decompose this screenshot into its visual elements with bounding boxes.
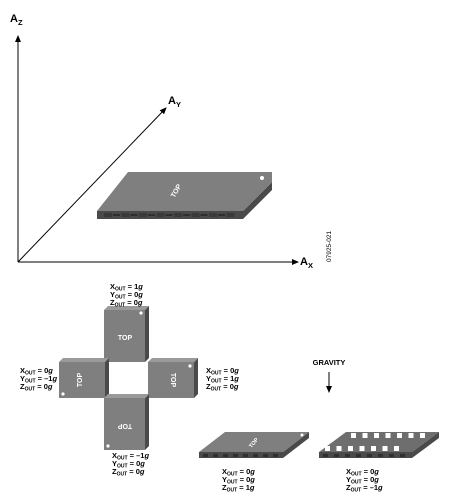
pad	[156, 213, 165, 217]
pad	[367, 454, 372, 457]
reading-y: YOUT = 0g	[346, 475, 379, 486]
pad	[213, 454, 218, 457]
reading-x: XOUT = 0g	[222, 467, 255, 478]
main-chip: TOP	[97, 172, 272, 219]
pad	[325, 446, 330, 451]
chip-left-orientation: TOP	[59, 358, 109, 398]
y-axis-label: AY	[168, 95, 181, 109]
chip-bottom-orientation: TOP	[104, 394, 149, 450]
pad	[253, 454, 258, 457]
reading-y: YOUT = 1g	[206, 374, 239, 385]
reading-z: ZOUT = –1g	[346, 483, 383, 494]
pad	[374, 433, 379, 438]
reading-z: ZOUT = 0g	[112, 467, 145, 478]
gravity-indicator: GRAVITY	[313, 358, 346, 393]
reading-y: YOUT = 0g	[110, 290, 143, 301]
pad	[371, 446, 376, 451]
chip-right-label: TOP	[169, 373, 176, 388]
pad-gap	[148, 214, 155, 216]
pad	[121, 213, 130, 217]
pad	[139, 213, 147, 217]
pad	[356, 454, 361, 457]
reading-y: YOUT = 0g	[222, 475, 255, 486]
gravity-label: GRAVITY	[313, 358, 346, 367]
pad	[420, 433, 425, 438]
pad	[394, 446, 399, 451]
y-axis-line	[17, 107, 167, 263]
pad	[209, 213, 217, 217]
pad	[203, 454, 208, 457]
pad	[400, 454, 405, 457]
pad	[334, 454, 339, 457]
x-axis-label: AX	[300, 256, 313, 270]
chip-top-orientation: TOP	[104, 306, 149, 362]
reading-y: YOUT = 0g	[112, 459, 145, 470]
pad-gap	[200, 214, 208, 216]
axis-system: AZ AY AX 07925-021	[10, 13, 333, 270]
pad	[382, 446, 388, 451]
reading-x: XOUT = 0g	[346, 467, 379, 478]
flat-up-pads	[203, 454, 278, 457]
pad	[362, 433, 368, 438]
reading-x: XOUT = –1g	[112, 451, 149, 462]
pad	[191, 213, 200, 217]
chip-left-label: TOP	[77, 373, 84, 388]
pad	[408, 433, 414, 438]
pad	[233, 454, 238, 457]
reading-x: XOUT = 0g	[20, 366, 53, 377]
pin1-dot	[260, 176, 264, 180]
pad	[378, 454, 383, 457]
reading-y: YOUT = –1g	[20, 374, 57, 385]
pad	[263, 454, 268, 457]
pad	[351, 433, 356, 438]
reading-z: ZOUT = 0g	[110, 298, 143, 309]
flat-chip-face-down	[319, 432, 439, 458]
reading-z: ZOUT = 0g	[20, 382, 53, 393]
pad-gap	[130, 214, 138, 216]
reading-x: XOUT = 1g	[110, 282, 143, 293]
chip-right-orientation: TOP	[148, 358, 198, 398]
orientation-cross: TOP TOP TOP TOP	[59, 306, 198, 450]
pad	[104, 213, 112, 217]
chip-bottom-label: TOP	[118, 422, 133, 429]
pad	[359, 446, 365, 451]
pad	[174, 213, 182, 217]
pad	[345, 454, 350, 457]
pad	[243, 454, 248, 457]
chip-top-label: TOP	[118, 335, 133, 342]
pad	[336, 446, 342, 451]
main-chip-top	[97, 172, 272, 211]
pad-gap	[113, 214, 120, 216]
pad	[323, 454, 328, 457]
pad	[226, 213, 235, 217]
pad-gap	[165, 214, 173, 216]
flat-chip-face-up: TOP	[199, 432, 309, 458]
z-axis-label: AZ	[10, 13, 23, 27]
reading-z: ZOUT = 1g	[222, 483, 255, 494]
pad	[273, 454, 278, 457]
pad	[385, 433, 391, 438]
reading-x: XOUT = 0g	[206, 366, 239, 377]
reading-z: ZOUT = 0g	[206, 382, 239, 393]
pad	[223, 454, 228, 457]
pad-gap	[218, 214, 225, 216]
pad-gap	[183, 214, 190, 216]
flat-down-pads	[323, 433, 425, 457]
pad	[397, 433, 402, 438]
main-chip-pads	[104, 213, 235, 217]
pad	[389, 454, 394, 457]
pad	[348, 446, 353, 451]
figure-id: 07925-021	[326, 231, 333, 262]
